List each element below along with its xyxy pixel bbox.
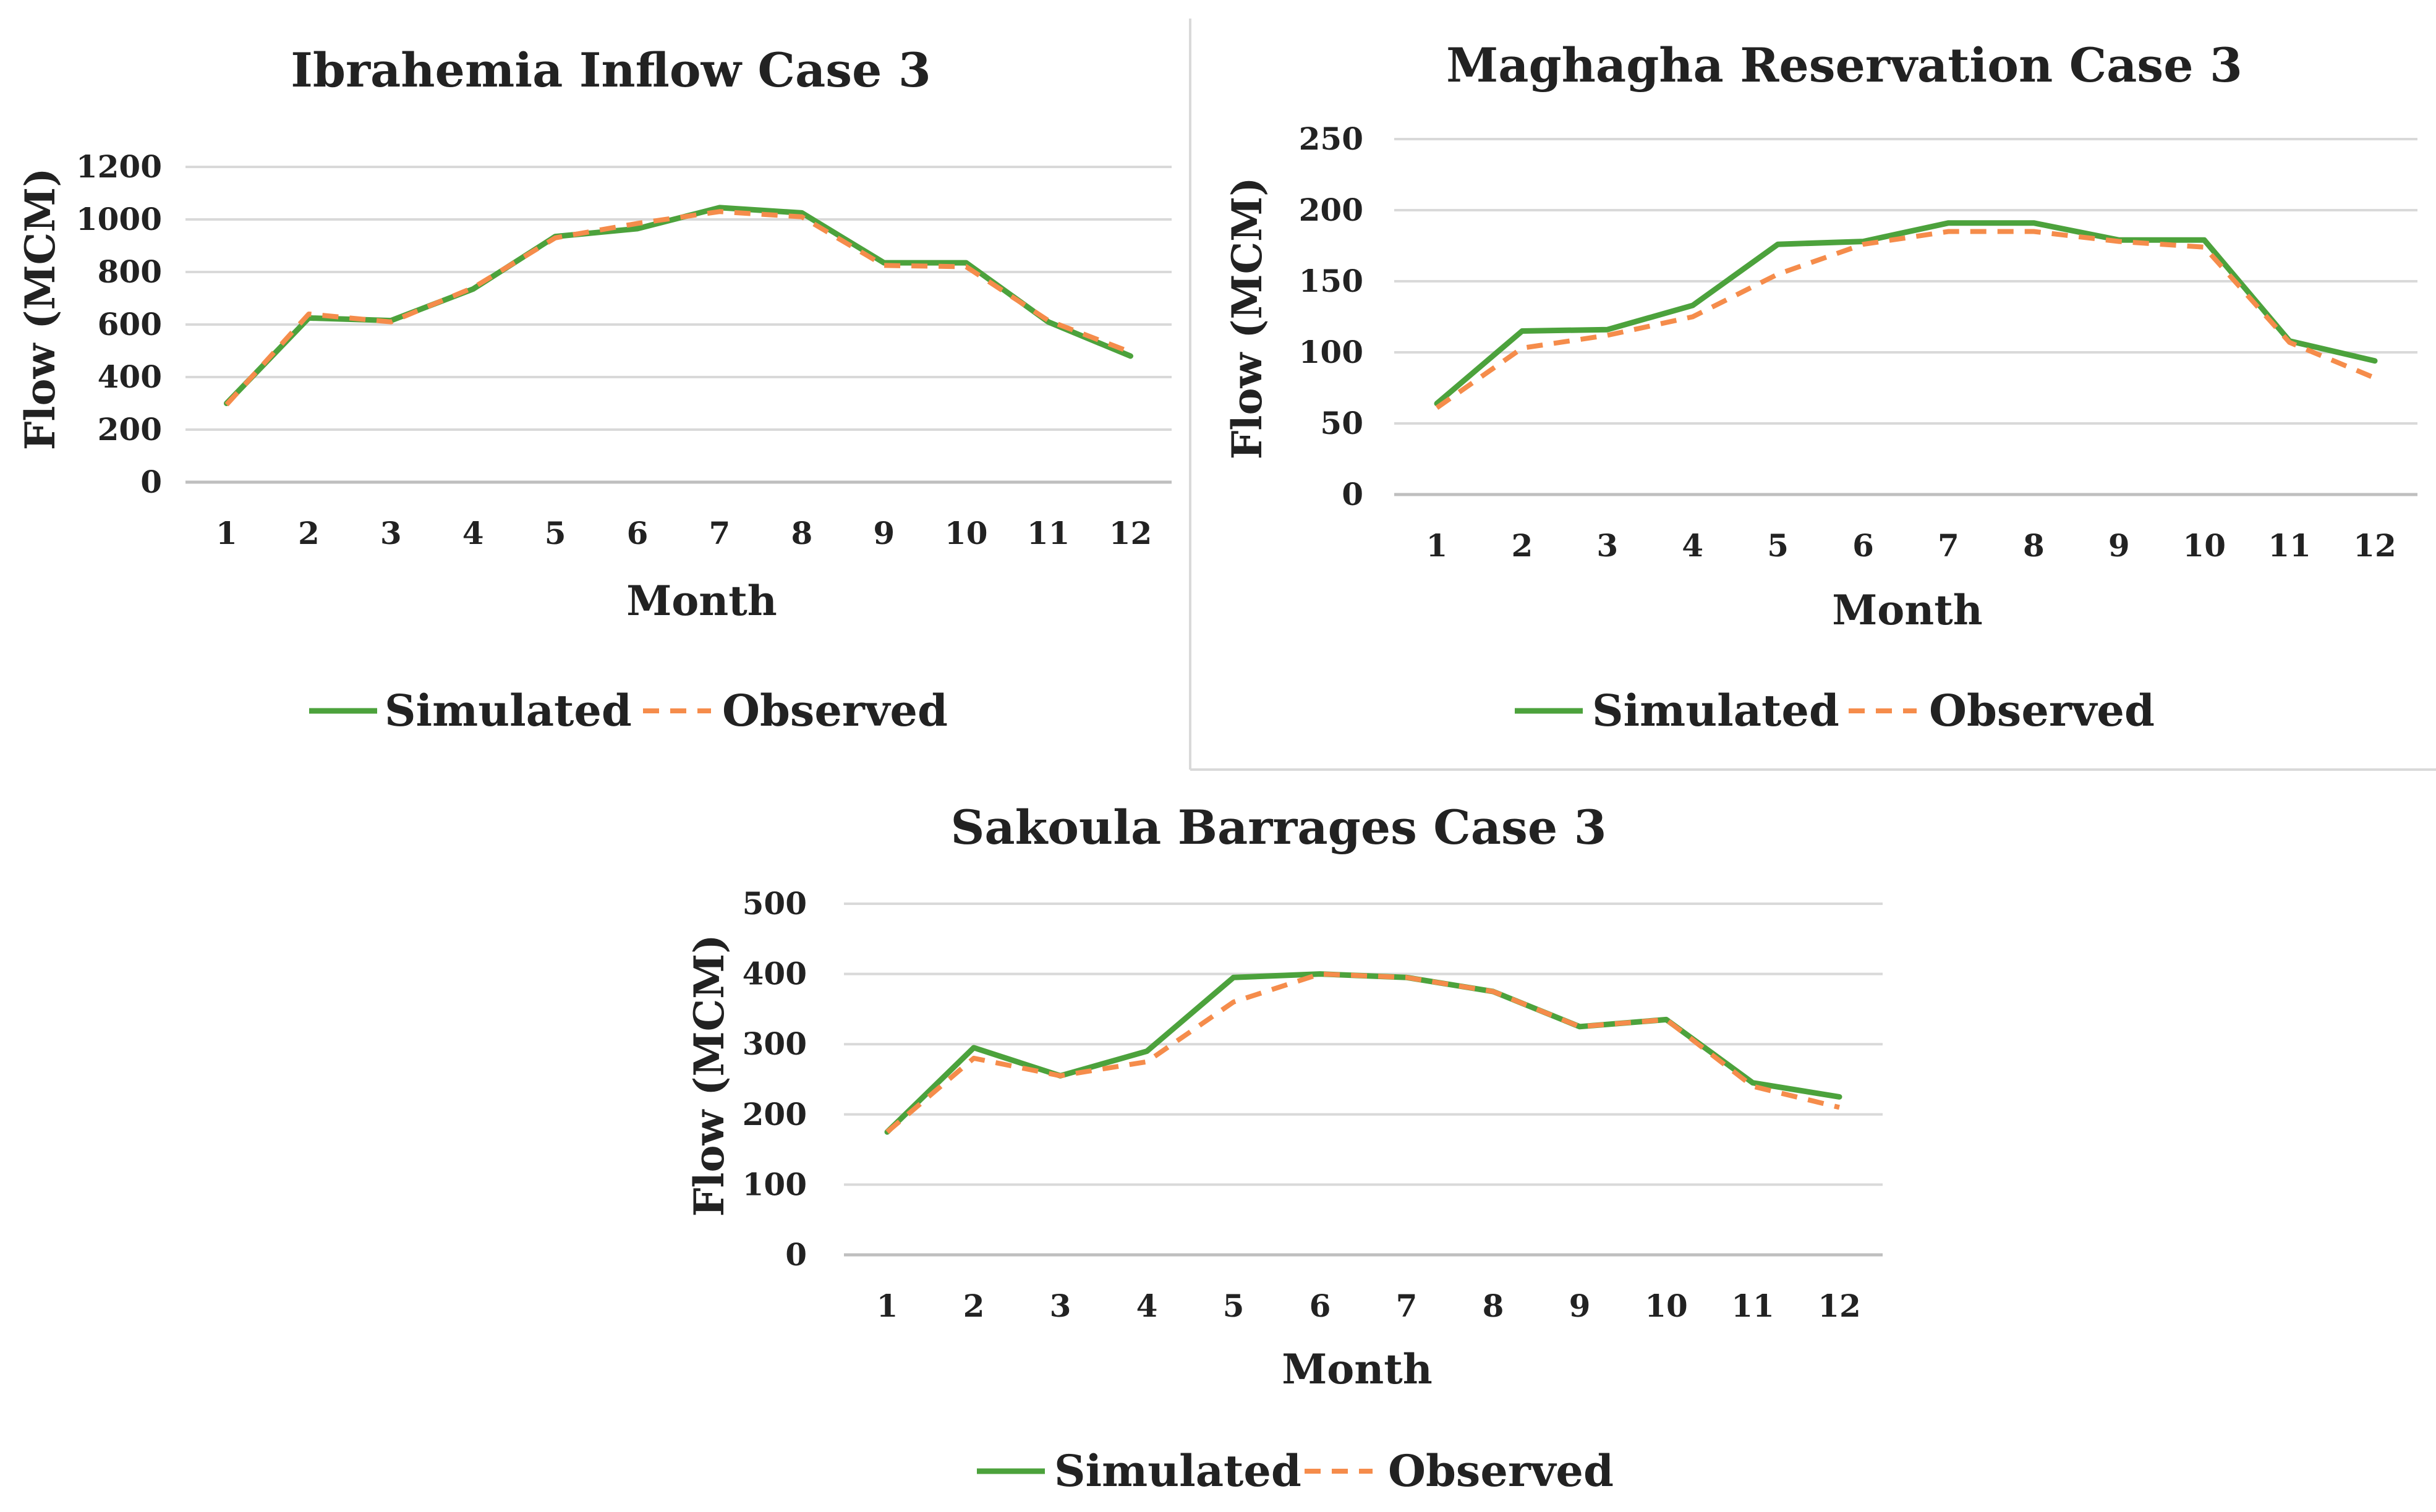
y-tick-label: 100 xyxy=(1299,334,1363,370)
chart-ibrahemia-inflow: Ibrahemia Inflow Case 3 Flow (MCM) Month… xyxy=(16,43,1172,736)
legend-observed-label: Observed xyxy=(722,685,948,736)
legend-observed-label: Observed xyxy=(1388,1445,1614,1497)
x-tick-label: 12 xyxy=(1818,1288,1861,1324)
y-axis-ticks: 0 50 100 150 200 250 xyxy=(1299,121,1363,512)
gridlines xyxy=(1394,138,2417,496)
x-tick-label: 3 xyxy=(380,515,402,551)
x-axis-label: Month xyxy=(626,577,777,625)
series-group xyxy=(224,205,1133,407)
x-tick-label: 5 xyxy=(1767,527,1789,564)
x-tick-label: 2 xyxy=(298,515,320,551)
y-tick-label: 100 xyxy=(743,1166,807,1202)
x-tick-label: 9 xyxy=(1569,1288,1591,1324)
chart-maghagha-reservation: Maghagha Reservation Case 3 Flow (MCM) M… xyxy=(1223,38,2417,736)
y-tick-label: 600 xyxy=(98,306,162,342)
x-tick-label: 7 xyxy=(1396,1288,1418,1324)
series-group xyxy=(884,971,1842,1135)
legend: Simulated Observed xyxy=(309,685,948,736)
y-tick-label: 0 xyxy=(785,1236,807,1273)
legend-observed-label: Observed xyxy=(1929,685,2155,736)
simulated-series-line xyxy=(1434,220,2378,407)
x-tick-label: 10 xyxy=(1645,1288,1688,1324)
x-tick-label: 6 xyxy=(1852,527,1874,564)
chart-title: Maghagha Reservation Case 3 xyxy=(1446,38,2242,93)
legend-simulated-label: Simulated xyxy=(1592,685,1839,736)
x-tick-label: 1 xyxy=(877,1288,898,1324)
chart-title: Sakoula Barrages Case 3 xyxy=(950,800,1606,855)
y-tick-label: 500 xyxy=(743,885,807,922)
y-tick-label: 400 xyxy=(743,956,807,992)
y-tick-label: 0 xyxy=(140,464,162,500)
y-tick-label: 250 xyxy=(1299,121,1363,157)
x-axis-ticks: 1 2 3 4 5 6 7 8 9 10 11 12 xyxy=(216,515,1152,551)
legend-simulated-label: Simulated xyxy=(1054,1445,1301,1497)
simulated-series-line xyxy=(224,205,1133,406)
x-tick-label: 9 xyxy=(873,515,895,551)
x-axis-label: Month xyxy=(1282,1345,1433,1393)
x-tick-label: 4 xyxy=(1682,527,1703,564)
x-tick-label: 3 xyxy=(1050,1288,1071,1324)
x-tick-label: 5 xyxy=(545,515,566,551)
y-tick-label: 200 xyxy=(98,411,162,448)
simulated-series-line xyxy=(884,971,1842,1135)
y-tick-label: 800 xyxy=(98,253,162,290)
y-axis-ticks: 0 100 200 300 400 500 xyxy=(743,885,807,1273)
observed-series-line xyxy=(224,209,1131,407)
x-tick-label: 11 xyxy=(2268,527,2311,564)
x-tick-label: 1 xyxy=(1426,527,1448,564)
legend: Simulated Observed xyxy=(1515,685,2155,736)
legend-simulated-label: Simulated xyxy=(385,685,632,736)
observed-series-line xyxy=(885,971,1840,1134)
x-tick-label: 7 xyxy=(1938,527,1959,564)
x-axis-label: Month xyxy=(1832,586,1983,634)
x-tick-label: 4 xyxy=(1136,1288,1158,1324)
x-tick-label: 6 xyxy=(627,515,649,551)
chart-title: Ibrahemia Inflow Case 3 xyxy=(291,43,931,98)
x-tick-label: 11 xyxy=(1027,515,1070,551)
x-tick-label: 10 xyxy=(2183,527,2226,564)
x-tick-label: 11 xyxy=(1731,1288,1774,1324)
x-tick-label: 6 xyxy=(1310,1288,1331,1324)
gridlines xyxy=(844,903,1883,1257)
x-tick-label: 12 xyxy=(1109,515,1152,551)
y-tick-label: 200 xyxy=(1299,192,1363,228)
y-tick-label: 50 xyxy=(1320,405,1363,441)
y-tick-label: 400 xyxy=(98,359,162,395)
y-axis-ticks: 0 200 400 600 800 1000 1200 xyxy=(76,148,162,500)
x-tick-label: 2 xyxy=(963,1288,985,1324)
y-tick-label: 200 xyxy=(743,1096,807,1132)
y-tick-label: 1200 xyxy=(76,148,162,185)
y-tick-label: 1000 xyxy=(76,201,162,237)
y-tick-label: 150 xyxy=(1299,263,1363,299)
x-axis-ticks: 1 2 3 4 5 6 7 8 9 10 11 12 xyxy=(877,1288,1861,1324)
x-tick-label: 4 xyxy=(462,515,484,551)
gridlines xyxy=(185,166,1172,484)
legend: Simulated Observed xyxy=(977,1445,1614,1497)
x-tick-label: 8 xyxy=(791,515,812,551)
x-axis-ticks: 1 2 3 4 5 6 7 8 9 10 11 12 xyxy=(1426,527,2396,564)
series-group xyxy=(1434,220,2378,410)
y-tick-label: 0 xyxy=(1342,476,1363,512)
x-tick-label: 12 xyxy=(2353,527,2396,564)
y-tick-label: 300 xyxy=(743,1026,807,1062)
y-axis-label: Flow (MCM) xyxy=(685,935,733,1217)
x-tick-label: 2 xyxy=(1511,527,1533,564)
y-axis-label: Flow (MCM) xyxy=(1223,177,1271,460)
chart-sakoula-barrages: Sakoula Barrages Case 3 Flow (MCM) Month… xyxy=(685,800,1883,1497)
x-tick-label: 9 xyxy=(2108,527,2130,564)
x-tick-label: 8 xyxy=(2023,527,2045,564)
x-tick-label: 8 xyxy=(1483,1288,1504,1324)
x-tick-label: 5 xyxy=(1223,1288,1245,1324)
x-tick-label: 1 xyxy=(216,515,237,551)
x-tick-label: 7 xyxy=(709,515,731,551)
observed-series-line xyxy=(1435,229,2376,410)
x-tick-label: 10 xyxy=(945,515,988,551)
y-axis-label: Flow (MCM) xyxy=(16,168,64,451)
x-tick-label: 3 xyxy=(1596,527,1618,564)
